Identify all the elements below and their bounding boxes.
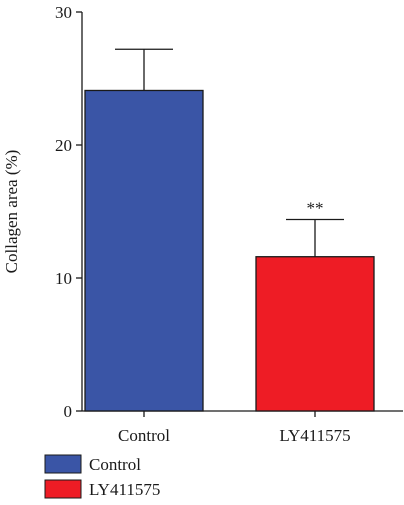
- y-tick-label: 30: [55, 3, 72, 22]
- legend: Control LY411575: [44, 454, 160, 499]
- y-axis-title: Collagen area (%): [2, 150, 21, 274]
- significance-label: **: [307, 198, 324, 217]
- bar: [84, 89, 204, 412]
- bar: [255, 256, 375, 412]
- legend-swatch: [44, 479, 82, 499]
- y-tick-label: 10: [55, 269, 72, 288]
- legend-label: Control: [89, 455, 141, 474]
- y-tick-label: 0: [64, 402, 73, 421]
- x-tick-label: Control: [118, 426, 170, 445]
- labels: Control LY411575 **: [118, 198, 351, 445]
- bars: [84, 48, 375, 412]
- legend-swatch: [44, 454, 82, 474]
- axes: 0 10 20 30 Collagen area (%): [2, 3, 403, 421]
- y-tick-label: 20: [55, 136, 72, 155]
- legend-label: LY411575: [89, 480, 160, 499]
- x-tick-label: LY411575: [279, 426, 350, 445]
